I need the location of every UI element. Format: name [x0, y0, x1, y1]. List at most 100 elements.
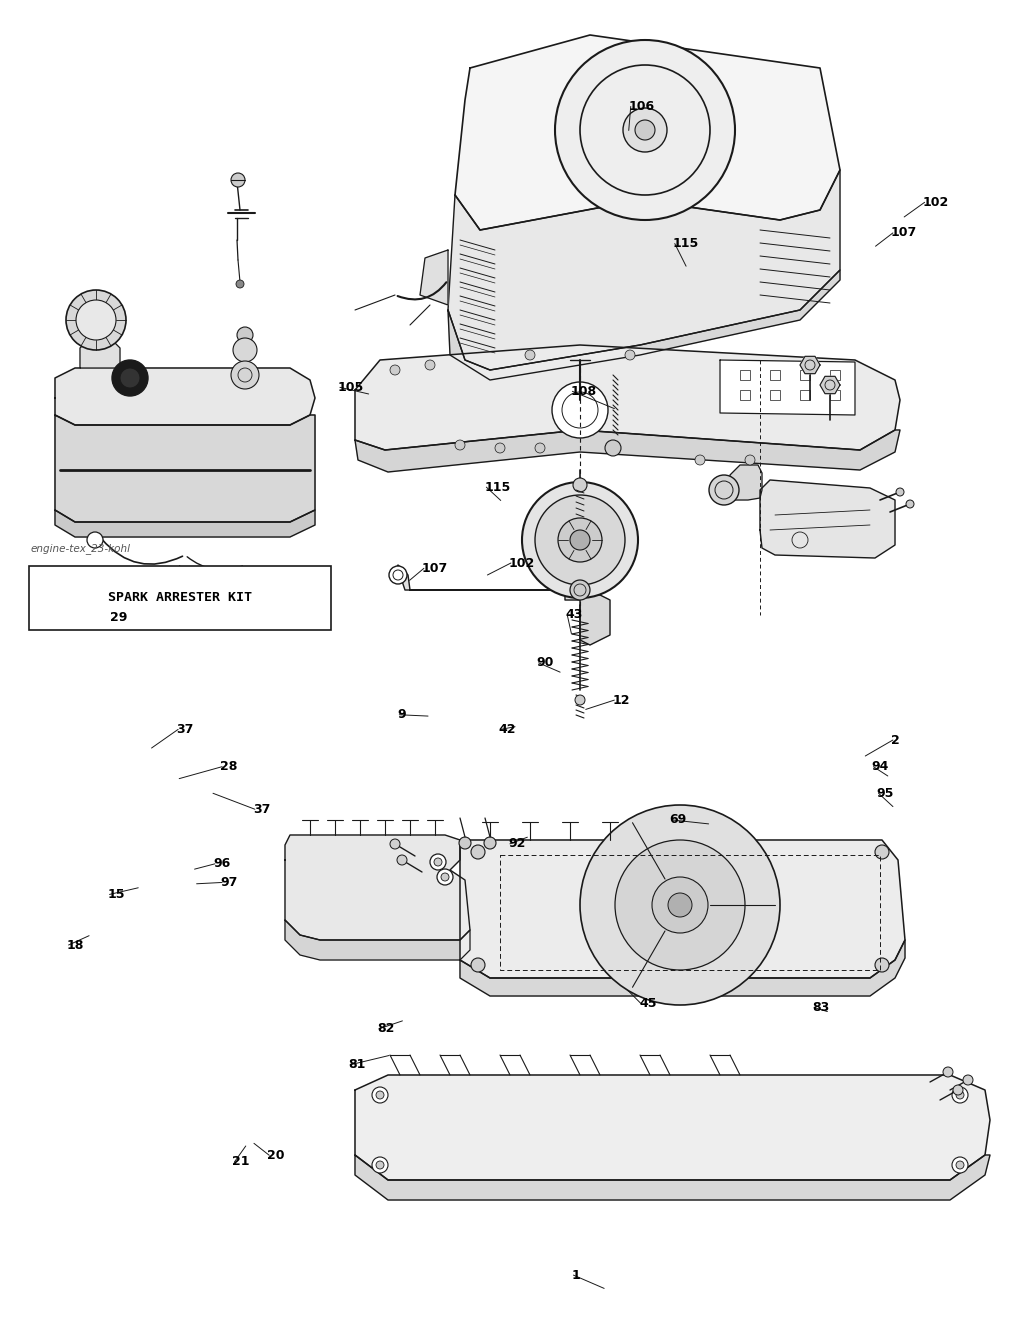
Circle shape [430, 855, 446, 870]
Text: 102: 102 [923, 196, 949, 209]
Polygon shape [285, 920, 470, 960]
Circle shape [434, 858, 442, 866]
Polygon shape [455, 35, 840, 230]
Text: 107: 107 [422, 562, 449, 575]
Polygon shape [55, 415, 315, 522]
Circle shape [635, 120, 655, 140]
Text: 115: 115 [673, 237, 699, 250]
Circle shape [389, 566, 407, 584]
Circle shape [555, 40, 735, 220]
Circle shape [459, 837, 471, 849]
Text: 108: 108 [570, 385, 597, 398]
Polygon shape [800, 357, 820, 374]
Circle shape [535, 495, 625, 586]
Circle shape [874, 958, 889, 972]
Text: 28: 28 [220, 760, 238, 773]
Circle shape [906, 500, 914, 508]
Text: 37: 37 [253, 803, 270, 816]
Text: 42: 42 [499, 723, 516, 736]
Text: 37: 37 [176, 723, 194, 736]
Text: 9: 9 [397, 708, 406, 721]
Bar [830, 370, 840, 379]
Text: 45: 45 [639, 997, 656, 1010]
Circle shape [495, 443, 505, 453]
Circle shape [709, 475, 739, 504]
Text: 18: 18 [67, 938, 84, 952]
Circle shape [376, 1161, 384, 1169]
Circle shape [233, 338, 257, 362]
Polygon shape [285, 835, 470, 940]
Polygon shape [449, 270, 840, 379]
Circle shape [896, 488, 904, 496]
Text: 1: 1 [571, 1268, 581, 1282]
Circle shape [397, 855, 407, 865]
Circle shape [952, 1087, 968, 1103]
Circle shape [570, 580, 590, 600]
Bar [830, 390, 840, 401]
Circle shape [956, 1091, 964, 1099]
Circle shape [425, 359, 435, 370]
Polygon shape [80, 339, 120, 367]
Text: 83: 83 [812, 1001, 829, 1014]
Text: 105: 105 [338, 381, 365, 394]
Circle shape [522, 482, 638, 598]
Circle shape [87, 532, 103, 548]
Text: 94: 94 [871, 760, 889, 773]
Circle shape [231, 173, 245, 186]
Polygon shape [420, 250, 449, 305]
Circle shape [570, 530, 590, 550]
Circle shape [695, 455, 705, 465]
Circle shape [372, 1157, 388, 1173]
Text: 15: 15 [108, 888, 125, 901]
Polygon shape [720, 359, 855, 415]
Bar [740, 370, 750, 379]
Circle shape [231, 361, 259, 389]
Circle shape [963, 1075, 973, 1085]
Polygon shape [460, 840, 905, 978]
Circle shape [535, 443, 545, 453]
Bar [770, 370, 780, 379]
Circle shape [484, 837, 496, 849]
Circle shape [580, 805, 780, 1005]
Circle shape [112, 359, 148, 397]
Polygon shape [55, 510, 315, 536]
Polygon shape [355, 430, 900, 473]
Polygon shape [580, 590, 610, 646]
Polygon shape [449, 170, 840, 370]
Circle shape [956, 1161, 964, 1169]
Text: 107: 107 [891, 226, 918, 240]
Bar [770, 390, 780, 401]
Polygon shape [395, 564, 580, 600]
Text: 69: 69 [670, 813, 687, 827]
Polygon shape [730, 465, 762, 500]
Circle shape [455, 441, 465, 450]
Circle shape [376, 1091, 384, 1099]
Text: 102: 102 [509, 556, 536, 570]
Text: SPARK ARRESTER KIT: SPARK ARRESTER KIT [108, 591, 252, 604]
Circle shape [943, 1067, 953, 1077]
Text: 21: 21 [232, 1155, 250, 1169]
Text: 82: 82 [377, 1022, 394, 1036]
Circle shape [390, 365, 400, 375]
Circle shape [471, 958, 485, 972]
Circle shape [573, 478, 587, 492]
Bar [800, 390, 810, 401]
Circle shape [525, 350, 535, 359]
Circle shape [237, 327, 253, 343]
Circle shape [745, 455, 755, 465]
Text: 106: 106 [629, 100, 655, 113]
Circle shape [236, 280, 244, 287]
Polygon shape [760, 480, 895, 558]
Polygon shape [355, 1075, 990, 1181]
Polygon shape [460, 940, 905, 996]
Text: 92: 92 [508, 837, 525, 851]
Polygon shape [55, 367, 315, 425]
Circle shape [437, 869, 453, 885]
Circle shape [76, 299, 116, 339]
Circle shape [652, 877, 708, 933]
Circle shape [953, 1085, 963, 1095]
Polygon shape [820, 377, 840, 394]
Circle shape [952, 1157, 968, 1173]
Text: 90: 90 [537, 656, 554, 669]
Text: 2: 2 [891, 733, 900, 747]
